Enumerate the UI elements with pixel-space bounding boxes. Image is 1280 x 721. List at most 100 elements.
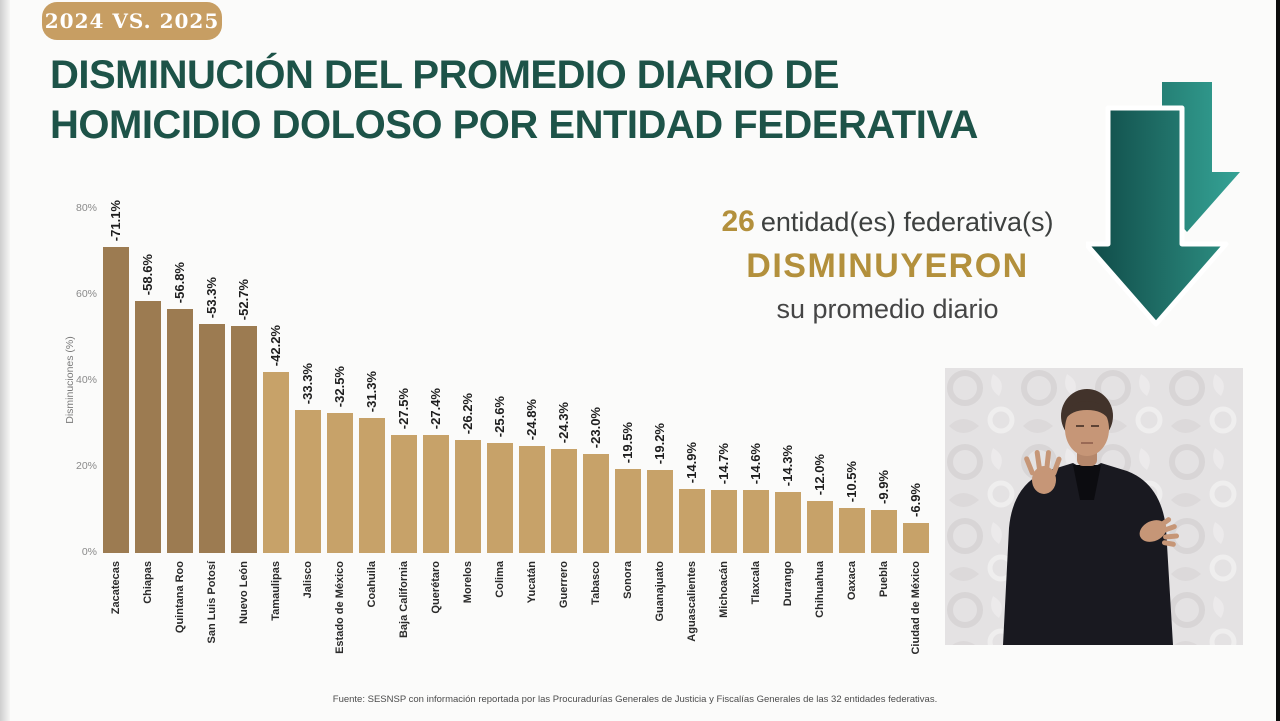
bar (615, 469, 641, 553)
bar-slot: -71.1% (103, 200, 129, 553)
x-axis-label: Baja California (398, 561, 410, 639)
x-axis-label: Querétaro (430, 561, 442, 614)
bar-value-label: -19.2% (652, 422, 667, 464)
bar (583, 454, 609, 553)
bar-slot: -6.9% (903, 209, 929, 553)
page-title-line2: HOMICIDIO DOLOSO POR ENTIDAD FEDERATIVA (50, 103, 978, 148)
x-axis-label: Tlaxcala (750, 561, 762, 605)
bar-slot: -33.3% (295, 209, 321, 553)
x-axis-label: Yucatán (526, 561, 538, 604)
bar-value-label: -14.3% (780, 444, 795, 486)
highlight-entities-line: 26 entidad(es) federativa(s) (695, 205, 1080, 239)
x-axis-label: Quintana Roo (174, 561, 186, 634)
x-axis-label: Puebla (878, 561, 890, 598)
bar-slot: -19.2% (647, 209, 673, 553)
bar-value-label: -53.3% (204, 276, 219, 318)
bar-slot: -27.4% (423, 209, 449, 553)
bar-value-label: -14.7% (716, 442, 731, 484)
x-axis-label: Tabasco (590, 561, 602, 605)
y-tick-60%: 60% (75, 288, 97, 300)
bar (199, 324, 225, 553)
bar (359, 418, 385, 553)
bar (487, 443, 513, 553)
x-axis-label: Jalisco (302, 561, 314, 599)
bar-value-label: -9.9% (876, 470, 891, 504)
bar-value-label: -26.2% (460, 392, 475, 434)
bar (519, 446, 545, 553)
bar-slot: -24.3% (551, 209, 577, 553)
page-title: DISMINUCIÓN DEL PROMEDIO DIARIO DE HOMIC… (50, 50, 1040, 151)
x-axis-label: Durango (782, 561, 794, 607)
bar-slot: -14.7% (711, 209, 737, 553)
bar-slot: -19.5% (615, 209, 641, 553)
bar-value-label: -6.9% (908, 483, 923, 517)
entity-count: 26 (721, 205, 755, 238)
bar (711, 490, 737, 553)
bar-slot: -24.8% (519, 209, 545, 553)
y-tick-80%: 80% (75, 202, 97, 214)
bar-value-label: -24.3% (556, 401, 571, 443)
bar-slot: -31.3% (359, 209, 385, 553)
y-tick-40%: 40% (75, 374, 97, 386)
bar-slot: -25.6% (487, 209, 513, 553)
bar (327, 413, 353, 553)
x-axis-label: Sonora (622, 561, 634, 599)
bar-value-label: -27.5% (396, 387, 411, 429)
x-axis-label: Chihuahua (814, 561, 826, 618)
bar-slot: -32.5% (327, 209, 353, 553)
y-axis-ticks: 0% 20% 40% 60% 80% (57, 202, 97, 558)
x-axis-label: Morelos (462, 561, 474, 604)
bar-slot: -26.2% (455, 209, 481, 553)
bar (167, 309, 193, 553)
bar-slot: -53.3% (199, 209, 225, 553)
bar (551, 449, 577, 553)
y-tick-20%: 20% (75, 460, 97, 472)
bar-value-label: -24.8% (524, 398, 539, 440)
bar-slot: -12.0% (807, 209, 833, 553)
x-axis-label: Aguascalientes (686, 561, 698, 642)
bar (295, 410, 321, 553)
x-axis-label: Zacatecas (110, 561, 122, 615)
x-axis-label: San Luis Potosí (206, 561, 218, 644)
y-tick-0%: 0% (81, 546, 97, 558)
x-axis-label: Nuevo León (238, 561, 250, 624)
bar-value-label: -14.9% (684, 441, 699, 483)
bar-slot: -42.2% (263, 209, 289, 553)
x-axis-label: Estado de México (334, 561, 346, 654)
bar (807, 501, 833, 553)
bar (839, 508, 865, 553)
bar (903, 523, 929, 553)
bar (231, 326, 257, 553)
bar-slot: -58.6% (135, 209, 161, 553)
bar (423, 435, 449, 553)
bar-slot: -56.8% (167, 209, 193, 553)
bar (263, 372, 289, 553)
highlight-subtitle: su promedio diario (776, 294, 999, 324)
bar (455, 440, 481, 553)
bar-value-label: -14.6% (748, 442, 763, 484)
page-title-line1: DISMINUCIÓN DEL PROMEDIO DIARIO DE (50, 53, 839, 97)
chart-plot-area: -71.1% -58.6% -56.8% -53.3% -52.7% -42.2% -33.… (103, 200, 937, 553)
entity-count-text: entidad(es) federativa(s) (760, 207, 1054, 237)
bar-slot: -27.5% (391, 209, 417, 553)
decrease-double-down-arrow-icon (1083, 72, 1248, 340)
bar-value-label: -23.0% (588, 406, 603, 448)
bar-slot: -14.3% (775, 209, 801, 553)
bar (871, 510, 897, 553)
bar-value-label: -27.4% (428, 387, 443, 429)
bar-value-label: -42.2% (268, 324, 283, 366)
x-axis-labels: Zacatecas Chiapas Quintana Roo San Luis Pot… (103, 561, 937, 701)
year-comparison-badge: 2024 VS. 2025 (42, 2, 222, 40)
x-axis-label: Guanajuato (654, 561, 666, 622)
x-axis-label: Tamaulipas (270, 561, 282, 621)
right-screen-edge (1276, 0, 1280, 721)
bar (391, 435, 417, 553)
x-axis-label: Chiapas (142, 561, 154, 604)
bar-slot: -14.6% (743, 209, 769, 553)
bar-value-label: -19.5% (620, 421, 635, 463)
x-axis-label: Michoacán (718, 561, 730, 618)
bar-value-label: -10.5% (844, 460, 859, 502)
highlight-emphasis: DISMINUYERON (746, 247, 1029, 285)
bar-value-label: -52.7% (236, 278, 251, 320)
